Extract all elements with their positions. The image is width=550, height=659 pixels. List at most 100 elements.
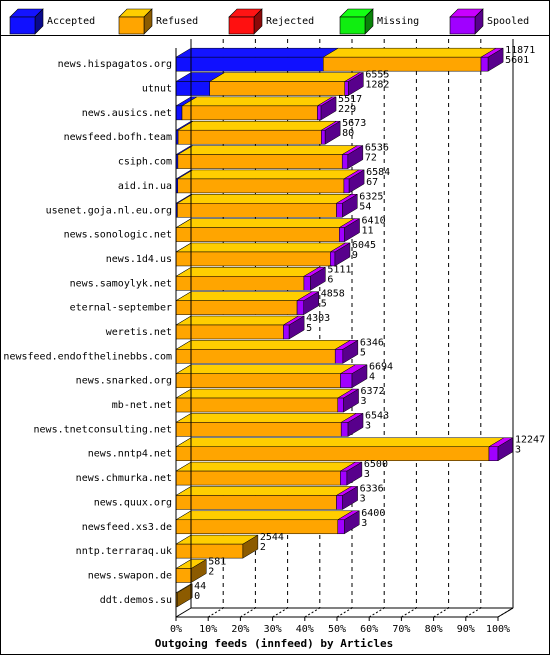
category-label: news.samoylyk.net — [70, 278, 172, 289]
bar-segment-refused-top — [175, 388, 354, 399]
legend-swatch-missing — [339, 16, 366, 35]
category-label: eternal-september — [70, 303, 172, 314]
bar-segment-refused — [175, 568, 192, 583]
bar-segment-refused-top — [175, 413, 358, 423]
bar-segment-refused — [175, 349, 336, 364]
bar-side-face — [176, 583, 193, 608]
bar-group — [175, 291, 320, 316]
bar-segment-refused — [175, 300, 298, 315]
category-labels: news.hispagatos.org utnut news.ausics.net n… — [3, 59, 172, 606]
legend-swatch-accepted — [9, 16, 36, 35]
category-label: csiph.com — [118, 157, 172, 168]
bar-segment-refused-top — [175, 218, 356, 228]
bar-segment-refused — [175, 373, 341, 388]
gridline-floor-8 — [433, 607, 449, 618]
bar-segment-refused-top — [176, 194, 353, 204]
gridline-floor-4 — [304, 607, 321, 618]
offered-value-label: 6694 — [369, 362, 393, 373]
offered-value-label: 6584 — [366, 167, 390, 178]
x-tick-label-1: 10% — [199, 624, 217, 635]
bar-segment-refused-top — [175, 267, 320, 277]
bar-segment-spooled — [334, 349, 344, 364]
bar-segment-spooled — [317, 105, 322, 121]
bar-side-face — [487, 47, 504, 72]
accepted-value-label: 72 — [365, 153, 377, 164]
bar-segment-refused — [175, 324, 284, 340]
bar-segment-refused-top — [175, 340, 352, 350]
category-label: aid.in.ua — [118, 181, 172, 192]
gridline-floor-1 — [207, 607, 224, 618]
accepted-value-label: 229 — [338, 104, 356, 115]
offered-value-label: 6372 — [361, 386, 385, 397]
bar-segment-refused-top — [181, 96, 334, 107]
category-label: newsfeed.xs3.de — [82, 522, 172, 533]
bar-group — [175, 145, 364, 170]
bar-segment-spooled — [340, 373, 353, 388]
bar-side-face — [342, 485, 358, 510]
category-label: weretis.net — [106, 327, 172, 338]
accepted-value-label: 9 — [352, 250, 358, 261]
bar-group — [175, 437, 514, 462]
legend-label-accepted: Accepted — [47, 16, 95, 27]
bar-side-face — [351, 364, 368, 389]
bar-segment-refused-top — [175, 242, 347, 253]
legend-label-spooled: Spooled — [487, 16, 529, 27]
bar-segment-refused-top — [175, 486, 353, 496]
accepted-value-label: 11 — [362, 226, 374, 237]
category-label: news.sonologic.net — [64, 230, 172, 241]
bar-segment-accepted — [175, 105, 183, 121]
bar-group — [175, 96, 337, 121]
accepted-value-label: 3 — [360, 493, 366, 504]
accepted-value-label: 6 — [327, 274, 333, 285]
bar-side-face — [288, 315, 305, 340]
bar-side-face — [344, 218, 360, 243]
category-label: utnut — [142, 84, 172, 95]
x-tick-label-4: 40% — [296, 624, 314, 635]
bar-segment-spooled — [296, 300, 304, 315]
bar-group — [175, 169, 366, 194]
offered-value-label: 11871 — [505, 45, 535, 56]
bar-group — [175, 72, 365, 96]
bar-side-face — [347, 145, 364, 170]
category-label: news.ausics.net — [82, 108, 172, 119]
accepted-value-label: 2 — [260, 542, 266, 553]
offered-value-label: 44 — [194, 581, 206, 592]
bar-segment-refused — [181, 105, 318, 121]
accepted-value-label: 3 — [364, 469, 370, 480]
offered-value-label: 6543 — [365, 410, 389, 421]
bar-segment-refused — [177, 154, 343, 169]
gridline-floor-3 — [272, 607, 288, 618]
bar-group — [175, 120, 342, 145]
offered-value-label: 2544 — [260, 532, 284, 543]
accepted-value-label: 54 — [359, 201, 371, 212]
bar-segment-refused-top — [322, 47, 497, 58]
category-label: news.swapon.de — [88, 570, 172, 581]
bar-segment-refused — [177, 129, 322, 145]
offered-value-label: 581 — [208, 556, 226, 567]
value-labels: 1187156016555128255172295673806536726584… — [194, 45, 545, 602]
offered-value-label: 6346 — [360, 337, 384, 348]
bar-segment-spooled — [343, 178, 350, 194]
category-label: news.1d4.us — [106, 254, 172, 265]
bar-group — [175, 218, 361, 243]
bar-segment-refused-top — [176, 169, 360, 180]
offered-value-label: 4303 — [306, 313, 330, 324]
bar-group — [175, 242, 351, 267]
bar-segment-spooled — [341, 154, 349, 169]
bar-segment-spooled — [336, 203, 343, 218]
bar-side-face — [320, 96, 337, 121]
accepted-value-label: 3 — [361, 518, 367, 529]
bar-segment-refused-top — [175, 437, 505, 447]
offered-value-label: 5517 — [338, 94, 362, 105]
bar-side-face — [324, 120, 341, 145]
x-tick-label-7: 70% — [392, 624, 410, 635]
legend-swatch-spooled — [449, 16, 476, 35]
bar-segment-spooled — [303, 276, 311, 291]
offered-value-label: 12247 — [515, 435, 545, 446]
bars — [175, 47, 514, 608]
bar-group — [175, 193, 359, 218]
gridline-floor-2 — [240, 607, 256, 618]
bar-side-face — [346, 461, 363, 486]
offered-value-label: 6410 — [362, 216, 386, 227]
accepted-value-label: 5601 — [505, 55, 529, 66]
